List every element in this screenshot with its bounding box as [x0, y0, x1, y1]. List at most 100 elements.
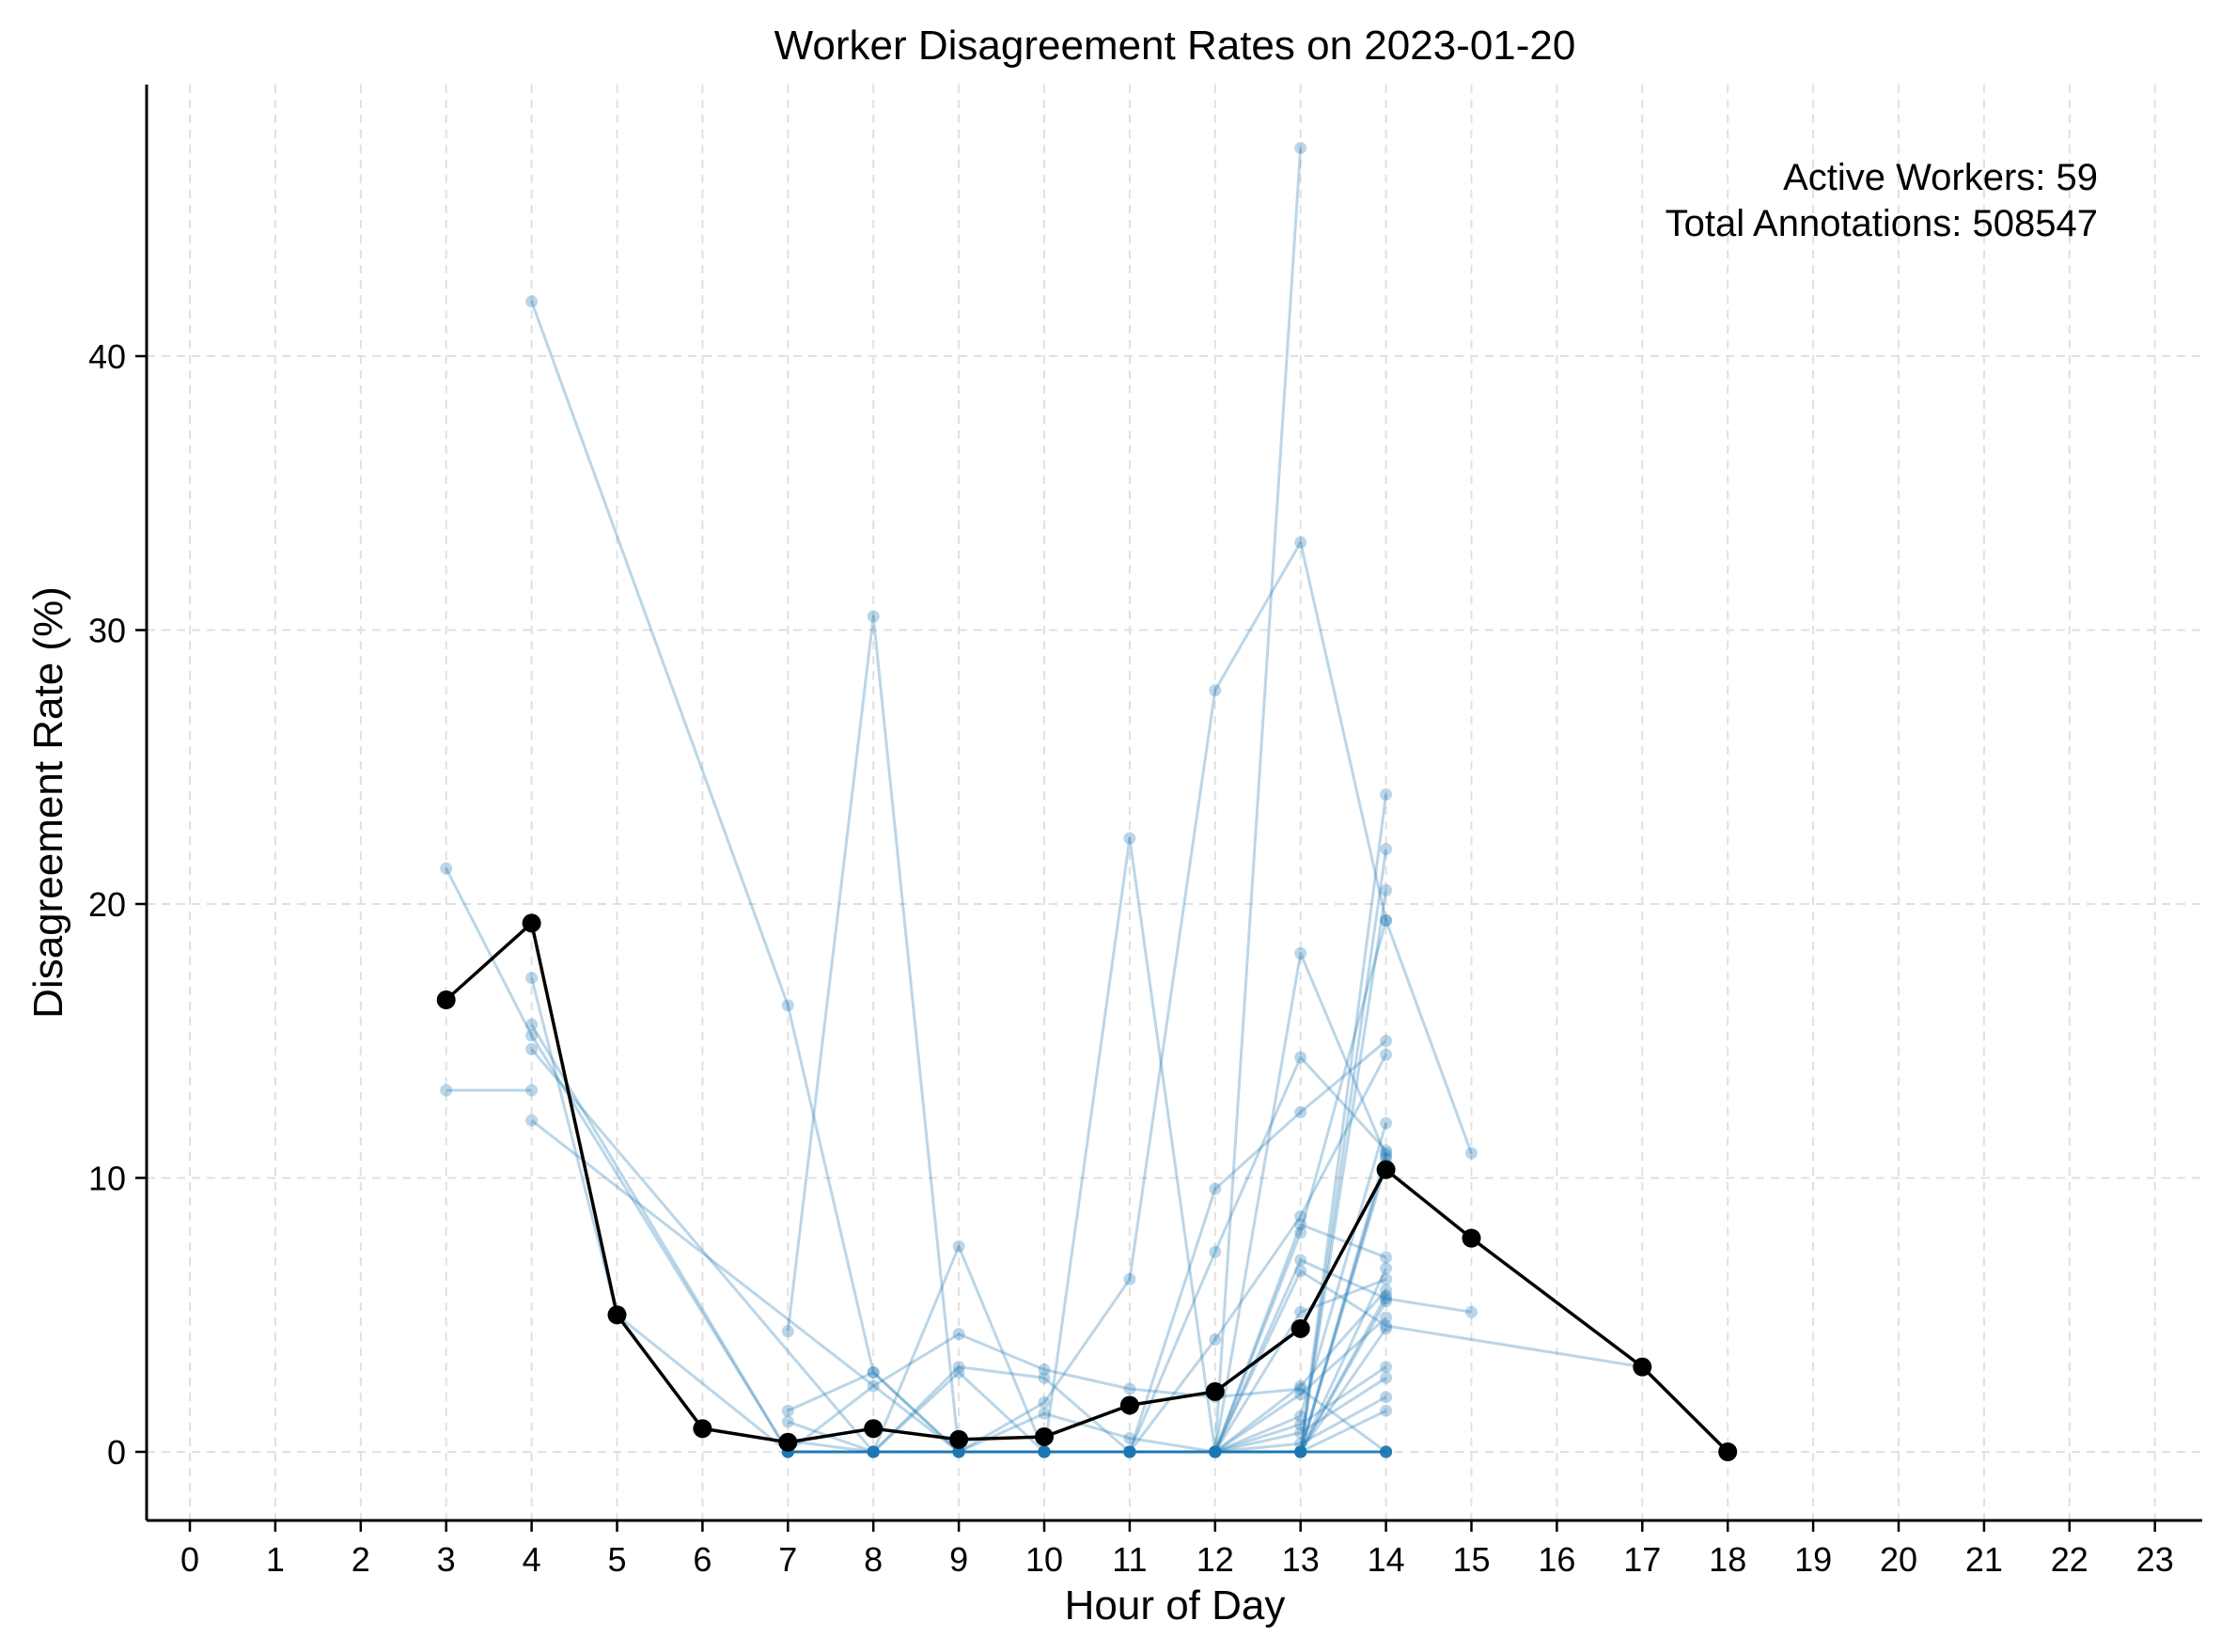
worker-data-point	[1209, 1445, 1222, 1458]
worker-data-point	[867, 1445, 880, 1458]
worker-data-point	[1209, 1445, 1222, 1458]
total-annotations-annotation: Total Annotations: 508547	[1666, 203, 2098, 244]
worker-data-point	[1038, 1445, 1051, 1458]
worker-series	[1209, 1445, 1393, 1458]
worker-data-point	[781, 1415, 794, 1428]
worker-data-point	[1380, 787, 1393, 801]
worker-data-point	[1123, 1445, 1136, 1458]
worker-series	[781, 1035, 1393, 1458]
x-tick-label: 3	[437, 1540, 456, 1579]
worker-data-point	[1209, 1445, 1222, 1458]
y-tick-label: 40	[88, 337, 126, 376]
worker-data-point	[1294, 1445, 1307, 1458]
x-tick-label: 5	[607, 1540, 626, 1579]
worker-data-point	[1209, 684, 1222, 697]
worker-data-point	[1123, 1431, 1136, 1444]
y-tick-label: 20	[88, 885, 126, 924]
worker-data-point	[1038, 1445, 1051, 1458]
worker-data-point	[952, 1445, 965, 1458]
worker-data-point	[1038, 1445, 1051, 1458]
worker-data-point	[952, 1445, 965, 1458]
worker-data-point	[1294, 1426, 1307, 1440]
worker-data-point	[1123, 1445, 1136, 1458]
mean-data-point	[778, 1432, 798, 1452]
worker-series-line	[788, 1439, 1386, 1454]
worker-series-line	[959, 1258, 1472, 1454]
worker-data-point	[1380, 1116, 1393, 1130]
worker-data-point	[867, 1445, 880, 1458]
worker-data-point	[1038, 1445, 1051, 1458]
worker-data-point	[1123, 1445, 1136, 1458]
worker-data-point	[1380, 1146, 1393, 1160]
worker-data-point	[1380, 1319, 1393, 1333]
worker-data-point	[1380, 843, 1393, 856]
worker-series-line	[1044, 1152, 1388, 1454]
worker-data-point	[1038, 1445, 1051, 1458]
worker-series	[1038, 1116, 1393, 1458]
worker-data-point	[867, 1445, 880, 1458]
worker-data-point	[1038, 1445, 1051, 1458]
worker-data-point	[1294, 141, 1307, 154]
x-tick-label: 12	[1197, 1540, 1234, 1579]
worker-data-point	[1123, 1445, 1136, 1458]
worker-data-point	[1038, 1445, 1051, 1458]
worker-data-point	[781, 1404, 794, 1417]
worker-data-point	[1209, 1445, 1222, 1458]
worker-series	[525, 295, 1393, 1458]
worker-data-point	[952, 1445, 965, 1458]
worker-data-point	[867, 1445, 880, 1458]
worker-series-line	[959, 1223, 1387, 1454]
worker-data-point	[952, 1445, 965, 1458]
worker-data-point	[952, 1445, 965, 1458]
y-axis-label: Disagreement Rate (%)	[25, 586, 71, 1019]
worker-data-point	[1038, 1445, 1051, 1458]
worker-data-point	[1123, 1445, 1136, 1458]
worker-data-point	[1294, 1445, 1307, 1458]
worker-data-point	[1209, 1445, 1222, 1458]
worker-data-point	[1209, 1445, 1222, 1458]
worker-data-point	[1294, 1218, 1307, 1231]
worker-data-point	[1294, 1445, 1307, 1458]
worker-data-point	[1380, 1391, 1393, 1404]
worker-data-point	[1209, 1445, 1222, 1458]
worker-data-point	[867, 1445, 880, 1458]
worker-data-point	[1123, 1445, 1136, 1458]
worker-series	[1038, 1391, 1393, 1458]
worker-series	[781, 1048, 1393, 1458]
worker-data-point	[1123, 1445, 1136, 1458]
worker-data-point	[1380, 1445, 1393, 1458]
worker-data-point	[1123, 1445, 1136, 1458]
worker-data-point	[952, 1445, 965, 1458]
worker-data-point	[1123, 1445, 1136, 1458]
mean-data-point	[436, 990, 456, 1010]
worker-series-line	[1129, 1158, 1388, 1454]
worker-data-point	[1380, 1144, 1393, 1157]
worker-data-point	[1038, 1445, 1051, 1458]
worker-data-point	[1123, 1445, 1136, 1458]
worker-data-point	[525, 1029, 539, 1042]
worker-series-line	[788, 148, 1303, 1454]
worker-series-line	[530, 301, 1388, 1454]
x-tick-label: 4	[523, 1540, 541, 1579]
worker-data-point	[1038, 1445, 1051, 1458]
worker-data-point	[952, 1365, 965, 1379]
x-tick-label: 20	[1880, 1540, 1917, 1579]
worker-data-point	[440, 862, 453, 875]
x-tick-label: 23	[2136, 1540, 2174, 1579]
x-tick-label: 18	[1709, 1540, 1746, 1579]
worker-data-point	[1123, 1445, 1136, 1458]
worker-data-point	[1380, 1404, 1393, 1417]
worker-data-point	[1380, 1445, 1393, 1458]
worker-data-point	[1038, 1445, 1051, 1458]
worker-data-point	[952, 1445, 965, 1458]
worker-data-point	[1294, 1445, 1307, 1458]
worker-series	[440, 862, 965, 1458]
mean-data-point	[1633, 1357, 1652, 1377]
worker-data-point	[1209, 1445, 1222, 1458]
worker-data-point	[1294, 1437, 1307, 1450]
tick-layer: 0 1 2 3 4 5 6 7 8 9 10 11 12 13 14 15 16 17 18 19 20 21 22 2301…	[88, 337, 2174, 1579]
worker-series-line	[788, 1244, 1386, 1454]
worker-data-point	[1294, 1265, 1307, 1278]
worker-data-point	[525, 1114, 539, 1127]
worker-series	[525, 1042, 1393, 1458]
